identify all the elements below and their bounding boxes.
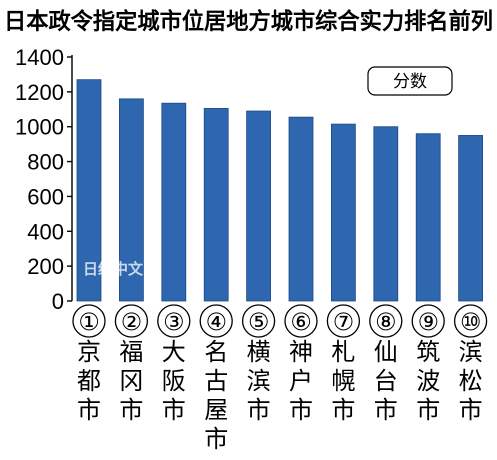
- y-tick-label: 600: [27, 184, 64, 209]
- city-name: 名古屋市: [204, 338, 228, 453]
- bars: [76, 79, 484, 302]
- y-axis: 0 200 400 600 800 1000 1200 1400: [15, 45, 73, 314]
- city-name: 横滨市: [247, 338, 271, 424]
- y-tick-label: 200: [27, 254, 64, 279]
- legend-frame: [367, 66, 453, 96]
- rank-circle: [72, 304, 106, 338]
- bar-1: [76, 79, 102, 302]
- x-labels: ①京都市②福冈市③大阪市④名古屋市⑤横滨市⑥神户市⑦札幌市⑧仙台市⑨筑波市⑩滨松…: [72, 304, 488, 453]
- rank-circle: [284, 304, 318, 338]
- rank-number: ②: [121, 309, 143, 336]
- rank-number: ⑥: [290, 309, 312, 336]
- rank-circle: [157, 304, 191, 338]
- city-name: 福冈市: [119, 338, 143, 424]
- rank-number: ⑦: [333, 309, 355, 336]
- bar-5: [246, 110, 272, 302]
- y-tick-label: 400: [27, 219, 64, 244]
- bar-4: [203, 108, 229, 302]
- rank-number: ⑩: [460, 309, 482, 336]
- legend-label: 分数: [393, 72, 427, 92]
- bar-10: [458, 135, 484, 302]
- rank-circle: [453, 304, 488, 338]
- bar-3: [161, 102, 187, 302]
- rank-circle: [411, 304, 445, 338]
- rank-number: ③: [163, 309, 185, 336]
- city-name: 滨松市: [459, 338, 483, 424]
- y-tick-label: 1200: [15, 80, 64, 105]
- y-tick-label: 1000: [15, 115, 64, 140]
- city-name: 大阪市: [162, 338, 186, 424]
- y-tick-label: 800: [27, 150, 64, 175]
- city-name: 仙台市: [374, 338, 398, 424]
- rank-number: ⑨: [417, 309, 439, 336]
- bar-6: [288, 116, 314, 302]
- city-name: 札幌市: [331, 338, 355, 424]
- rank-circle: [114, 304, 149, 338]
- city-name: 京都市: [77, 338, 101, 424]
- rank-circle: [199, 304, 233, 338]
- city-name: 神户市: [289, 338, 313, 424]
- bar-2: [119, 98, 144, 302]
- rank-number: ①: [78, 309, 100, 336]
- bar-8: [373, 126, 399, 302]
- rank-number: ④: [205, 309, 227, 336]
- rank-circle: [326, 304, 361, 338]
- y-tick-label: 0: [52, 289, 64, 314]
- bar-7: [330, 123, 356, 302]
- legend-box: 分数: [367, 66, 453, 96]
- chart-title: 日本政令指定城市位居地方城市综合实力排名前列: [4, 8, 493, 35]
- bar-9: [415, 133, 441, 302]
- rank-number: ⑤: [248, 309, 270, 336]
- rank-circle: [369, 304, 403, 338]
- watermark: 日经中文网: [83, 260, 158, 278]
- y-tick-label: 1400: [15, 45, 64, 70]
- city-name: 筑波市: [416, 338, 440, 424]
- rank-number: ⑧: [375, 309, 397, 336]
- rank-circle: [241, 304, 276, 338]
